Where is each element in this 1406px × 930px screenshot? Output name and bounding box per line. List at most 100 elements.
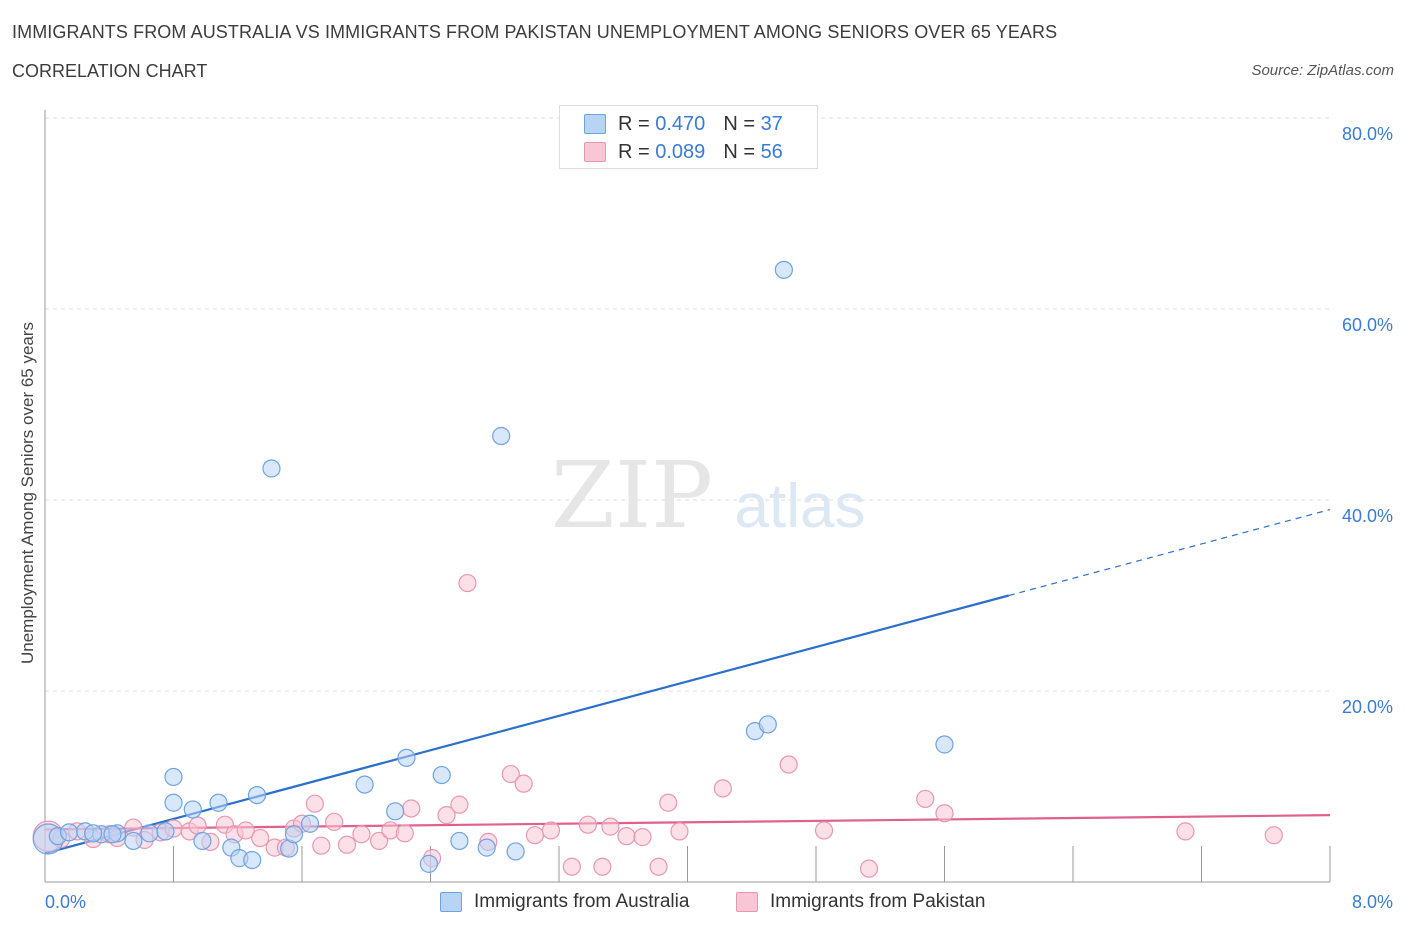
y-tick-label: 80.0% [1342,124,1393,144]
pakistan-point [370,831,389,851]
pakistan-point [859,859,879,878]
pakistan-point [779,755,798,774]
australia-point [156,822,175,841]
chart-title: IMMIGRANTS FROM AUSTRALIA VS IMMIGRANTS … [12,22,1058,42]
legend-r-label: R = [618,112,650,135]
pakistan-point [633,828,652,847]
legend-n-label: N = [723,112,755,135]
australia-trend-extension [1008,508,1331,597]
pakistan-point [514,774,533,793]
pakistan-point [617,827,636,846]
australia-point [59,823,79,842]
trend-lines [44,508,1331,855]
y-tick-label: 40.0% [1342,506,1393,526]
watermark-atlas: atlas [735,472,866,541]
pakistan-point [437,806,456,825]
australia-point [419,854,438,873]
pakistan-point [236,821,255,840]
x-tick-label: 8.0% [1352,892,1393,912]
pakistan-point [916,789,935,809]
bottom-legend-pakistan: Immigrants from Pakistan [736,889,985,915]
legend-r-value: 0.470 [655,112,706,135]
australia-point [432,765,451,785]
pakistan-point [541,821,561,840]
legend-n-value: 37 [760,112,783,135]
pakistan-point [395,824,414,843]
pakistan-point [402,799,421,818]
pakistan-point [649,857,668,876]
pakistan-point [814,821,834,840]
pakistan-point [601,817,620,836]
pakistan-point [659,793,678,812]
pakistan-point [251,828,270,848]
australia-point [193,831,212,851]
legend-r-value: 0.089 [655,140,706,163]
pakistan-point [305,794,324,813]
pakistan-point [312,836,331,855]
australia-point [397,748,416,767]
australia-point [758,715,777,734]
bottom-legend-label: Immigrants from Australia [474,891,690,912]
pakistan-point [578,815,598,834]
grid-lines [45,117,1330,692]
australia-point [84,824,103,843]
legend-swatch-australia [584,114,606,134]
pakistan-point [352,825,371,844]
bottom-legend-label: Immigrants from Pakistan [770,891,986,912]
australia-point [164,793,183,812]
pakistan-point [593,857,612,876]
tick-labels: 20.0% 40.0% 60.0% 80.0% 0.0% 8.0% [45,124,1393,912]
pakistan-point [1264,826,1283,845]
pakistan-point [458,573,477,593]
x-tick-label: 0.0% [45,892,86,912]
bottom-legend-australia: Immigrants from Australia [440,889,689,915]
australia-point [262,459,281,478]
australia-point [506,842,525,861]
australia-point [300,814,320,833]
pakistan-point [450,795,469,814]
correlation-legend: R = 0.470 N = 37 R = 0.089 N = 56 [559,105,818,169]
watermark-zip: ZIP [551,442,713,549]
pakistan-point [325,812,344,831]
legend-r-label: R = [618,140,650,163]
australia-point [355,775,374,794]
y-tick-label: 60.0% [1342,315,1393,335]
y-tick-label: 20.0% [1342,697,1393,717]
australia-point [243,850,262,870]
pakistan-point [670,822,689,841]
australia-point [183,800,202,819]
australia-point [140,824,159,843]
legend-swatch-pakistan [736,892,758,912]
legend-row-pakistan: R = 0.089 N = 56 [584,140,783,164]
australia-point [284,825,304,844]
legend-swatch-australia [440,892,462,912]
pakistan-point [188,816,207,835]
pakistan-trend-line [44,814,1331,831]
australia-point [935,735,954,754]
australia-point [124,831,143,851]
australia-point [209,793,228,812]
australia-trend-line [44,594,1010,855]
australia-point [164,767,183,787]
watermark: ZIP atlas [551,442,866,549]
pakistan-point [1176,822,1195,841]
pakistan-point [337,835,357,854]
australia-point [492,426,511,446]
australia-point [477,838,496,857]
australia-point [103,825,122,844]
chart-subtitle: CORRELATION CHART [12,61,208,81]
pakistan-point [935,804,954,823]
pakistan-point [713,779,732,798]
legend-row-australia: R = 0.470 N = 37 [584,112,783,136]
axes [44,110,1331,883]
australia-point [774,260,793,279]
pakistan-point [562,857,581,876]
data-points [32,260,1283,878]
legend-n-label: N = [723,140,755,163]
source-credit: Source: ZipAtlas.com [1251,62,1394,79]
australia-point [247,785,267,805]
pakistan-point [501,764,520,784]
pakistan-point [525,826,545,845]
legend-swatch-pakistan [584,142,606,162]
